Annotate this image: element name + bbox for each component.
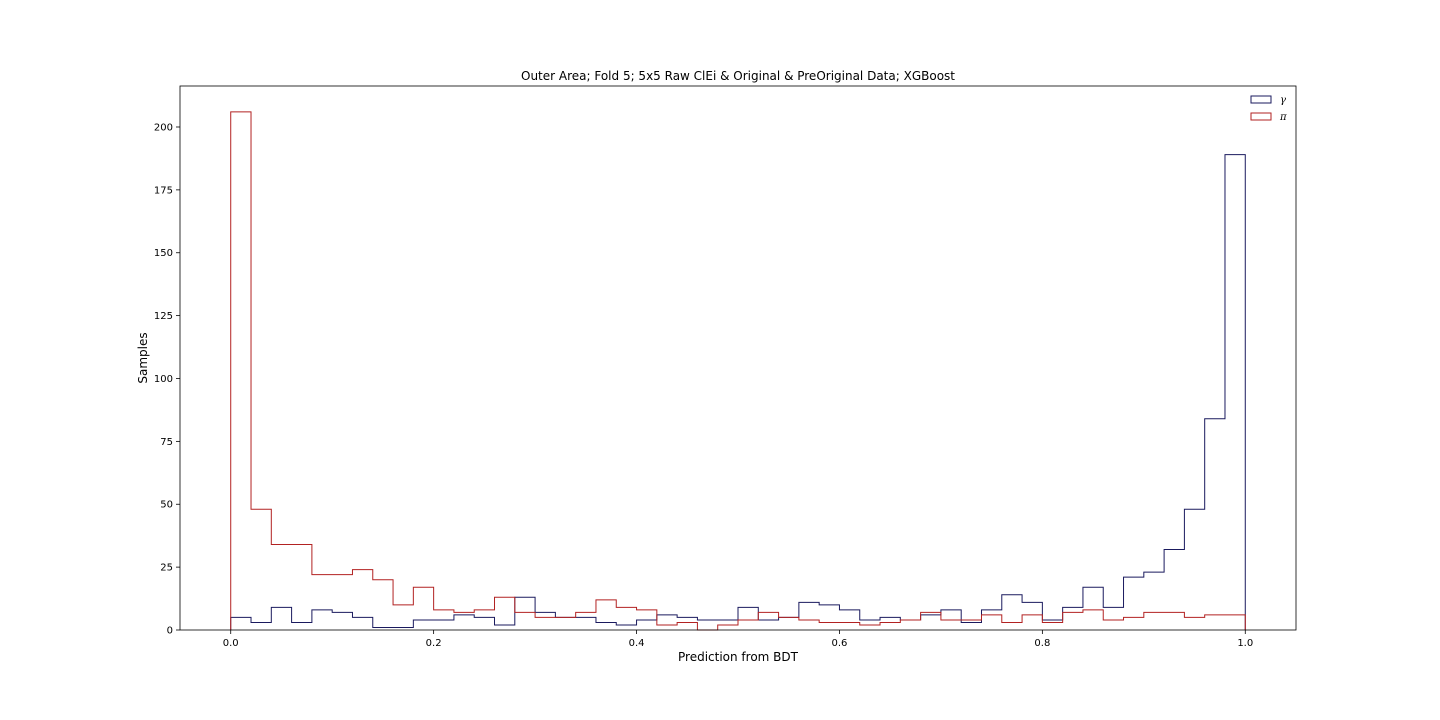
x-tick-label: 0.8 xyxy=(1034,638,1050,649)
legend-label-gamma: γ xyxy=(1280,95,1286,106)
y-tick-label: 50 xyxy=(160,500,173,511)
x-tick-label: 1.0 xyxy=(1237,638,1253,649)
x-axis: 0.0 0.2 0.4 0.6 0.8 1.0 xyxy=(223,630,1253,649)
x-tick-label: 0.4 xyxy=(629,638,645,649)
y-tick-label: 150 xyxy=(154,248,173,259)
series-line-gamma xyxy=(230,154,1246,630)
legend-label-pi: π xyxy=(1279,112,1287,123)
legend: γπ xyxy=(1250,95,1287,123)
plot-area xyxy=(230,111,1246,631)
legend-swatch-gamma xyxy=(1250,95,1272,104)
y-tick-label: 25 xyxy=(160,563,173,574)
y-tick-label: 100 xyxy=(154,374,173,385)
chart-title: Outer Area; Fold 5; 5x5 Raw ClEi & Origi… xyxy=(521,69,955,83)
y-tick-label: 125 xyxy=(154,311,173,322)
y-tick-label: 75 xyxy=(160,437,173,448)
plot-frame xyxy=(179,85,1297,631)
x-tick-label: 0.0 xyxy=(223,638,239,649)
legend-swatch-pi xyxy=(1250,112,1272,121)
y-tick-label: 175 xyxy=(154,185,173,196)
x-tick-label: 0.2 xyxy=(426,638,442,649)
x-tick-label: 0.6 xyxy=(832,638,848,649)
y-axis-label: Samples xyxy=(136,332,150,383)
x-axis-label: Prediction from BDT xyxy=(678,650,799,664)
y-tick-label: 0 xyxy=(167,626,173,637)
y-axis: 0 25 50 75 100 125 150 175 200 xyxy=(154,122,180,637)
y-tick-label: 200 xyxy=(154,122,173,133)
series-line-pi xyxy=(230,111,1246,631)
